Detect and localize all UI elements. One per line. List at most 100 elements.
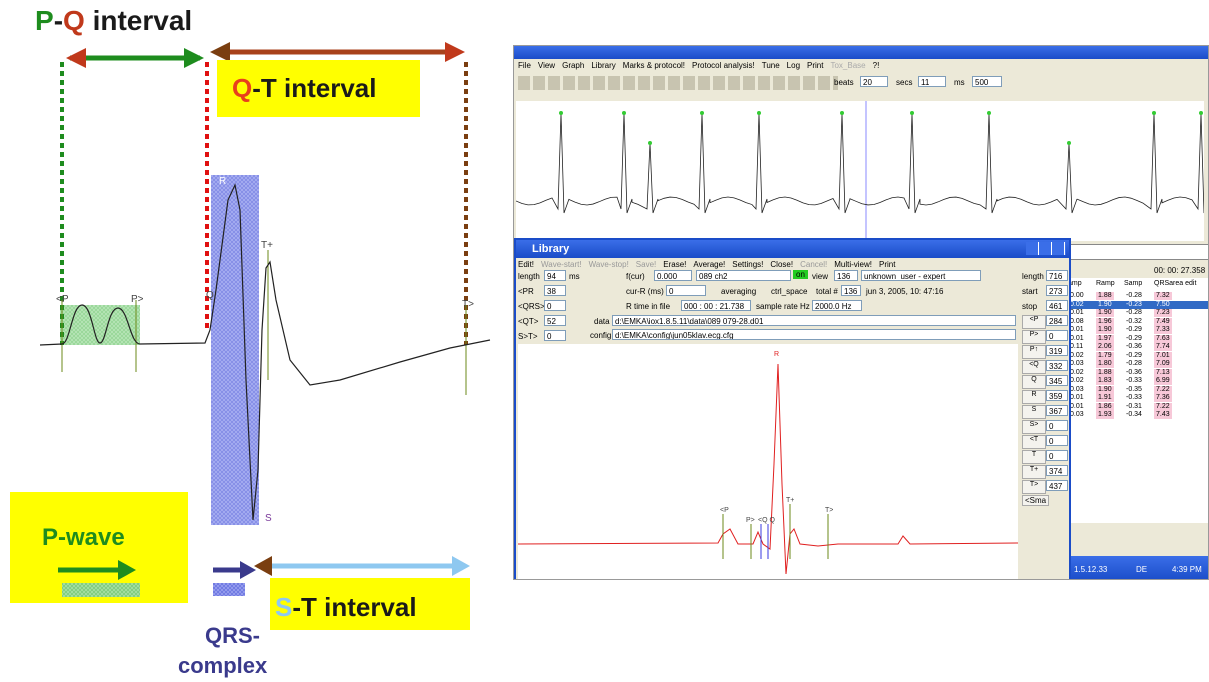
cell: -0.31 [1124, 403, 1144, 411]
window-buttons[interactable] [1026, 242, 1066, 255]
marker-button[interactable]: Q [1022, 375, 1046, 389]
menu-item[interactable]: Print [807, 61, 823, 70]
page: P-Q interval Q-T interval S-T interval P… [0, 0, 1209, 682]
cell: 7.49 [1154, 318, 1172, 326]
field[interactable]: 0 [666, 285, 706, 296]
menu-item[interactable]: Multi-view! [834, 260, 872, 269]
label-part: interval [85, 5, 192, 36]
cell: 1.90 [1096, 309, 1114, 317]
cell: 1.79 [1096, 352, 1114, 360]
label-part: Q [63, 5, 85, 36]
marker-value[interactable]: 284 [1046, 315, 1068, 326]
menu-item[interactable]: Average! [693, 260, 725, 269]
marker-button[interactable]: S [1022, 405, 1046, 419]
marker-value[interactable]: 0 [1046, 450, 1068, 461]
marker-button[interactable]: T+ [1022, 465, 1046, 479]
field: 000 : 00 : 21.738 [681, 300, 751, 311]
taskbar-item[interactable]: 1.5.12.33 [1074, 565, 1107, 574]
pq-label: P-Q interval [35, 5, 192, 36]
plot-label: T+ [786, 497, 794, 504]
field-value[interactable]: 716 [1046, 270, 1068, 281]
cell: 7.09 [1154, 360, 1172, 368]
field[interactable]: 0.000 [654, 270, 692, 281]
input[interactable]: 11 [918, 76, 946, 87]
marker-value[interactable]: 359 [1046, 390, 1068, 401]
menu-item[interactable]: File [518, 61, 531, 70]
marker-button[interactable]: <Q [1022, 360, 1046, 374]
cell: 7.01 [1154, 352, 1172, 360]
menu-item[interactable]: Erase! [663, 260, 686, 269]
marker-button[interactable]: P> [1022, 330, 1046, 344]
cell: 7.22 [1154, 403, 1172, 411]
cell: 7.23 [1154, 309, 1172, 317]
field-value[interactable]: 94 [544, 270, 566, 281]
plot-label: <Q Q [758, 517, 775, 524]
field[interactable]: 136 [834, 270, 858, 281]
cell: 7.33 [1154, 326, 1172, 334]
ecg-trace [40, 185, 490, 520]
menu-item[interactable]: ?! [873, 61, 880, 70]
menu-item[interactable]: Tune [762, 61, 780, 70]
menu-item[interactable]: Library [591, 61, 615, 70]
field-value[interactable]: 0 [544, 300, 566, 311]
marker-button[interactable]: S> [1022, 420, 1046, 434]
field-value[interactable]: 273 [1046, 285, 1068, 296]
cell: -0.29 [1124, 326, 1144, 334]
menu-item[interactable]: View [538, 61, 555, 70]
peak-marker [1152, 111, 1156, 115]
field: 136 [841, 285, 861, 296]
ecg-diagram: P-Q interval Q-T interval S-T interval P… [0, 0, 500, 682]
marker-value[interactable]: 0 [1046, 420, 1068, 431]
marker-value[interactable]: 319 [1046, 345, 1068, 356]
marker-button[interactable]: T> [1022, 480, 1046, 494]
toggle[interactable]: on [793, 270, 808, 279]
menu-item[interactable]: Close! [770, 260, 793, 269]
marker-value[interactable]: 0 [1046, 435, 1068, 446]
marker-value[interactable]: 345 [1046, 375, 1068, 386]
cell: -0.23 [1124, 301, 1144, 309]
marker-button[interactable]: T [1022, 450, 1046, 464]
st-label: S-T interval [275, 592, 417, 622]
input[interactable]: 500 [972, 76, 1002, 87]
marker-button[interactable]: <P [1022, 315, 1046, 329]
field-value[interactable]: 38 [544, 285, 566, 296]
plot-label: P> [746, 517, 755, 524]
marker-value[interactable]: 0 [1046, 330, 1068, 341]
peak-marker [987, 111, 991, 115]
menu-item[interactable]: Settings! [732, 260, 763, 269]
field-value[interactable]: 52 [544, 315, 566, 326]
marker-button[interactable]: <T [1022, 435, 1046, 449]
menu-item[interactable]: Edit! [518, 260, 534, 269]
input[interactable]: 20 [860, 76, 888, 87]
menu-item[interactable]: Cancel! [800, 260, 827, 269]
menu-item[interactable]: Protocol analysis! [692, 61, 755, 70]
marker-button[interactable]: R [1022, 390, 1046, 404]
marker-button[interactable]: P↑ [1022, 345, 1046, 359]
ecg-label: <P [56, 294, 69, 305]
marker-value[interactable]: 332 [1046, 360, 1068, 371]
ecg-label: T> [462, 299, 474, 310]
marker-value[interactable]: 367 [1046, 405, 1068, 416]
peak-marker [757, 111, 761, 115]
menu-item[interactable]: Log [787, 61, 800, 70]
field-value[interactable]: 461 [1046, 300, 1068, 311]
marker-value[interactable]: 374 [1046, 465, 1068, 476]
button[interactable]: <Sma [1022, 495, 1049, 506]
menu-item[interactable]: Save! [636, 260, 656, 269]
menu-item[interactable]: Wave-start! [541, 260, 582, 269]
cell: 1.93 [1096, 411, 1114, 419]
ecg-labels: <P P> Q R T+ T> S [56, 176, 474, 524]
menu-item[interactable]: Wave-stop! [589, 260, 629, 269]
cell: 7.32 [1154, 292, 1172, 300]
label: view [812, 272, 828, 281]
menu-item[interactable]: Marks & protocol! [623, 61, 685, 70]
label: cur-R (ms) [626, 287, 664, 296]
marker-value[interactable]: 437 [1046, 480, 1068, 491]
menu-item[interactable]: Graph [562, 61, 584, 70]
cell: 7.22 [1154, 386, 1172, 394]
channel-select[interactable]: 089 ch2 [696, 270, 791, 281]
menu-item[interactable]: Print [879, 260, 895, 269]
menu-item[interactable]: Tox_Base [830, 61, 865, 70]
field-value[interactable]: 0 [544, 330, 566, 341]
cell: 1.90 [1096, 386, 1114, 394]
